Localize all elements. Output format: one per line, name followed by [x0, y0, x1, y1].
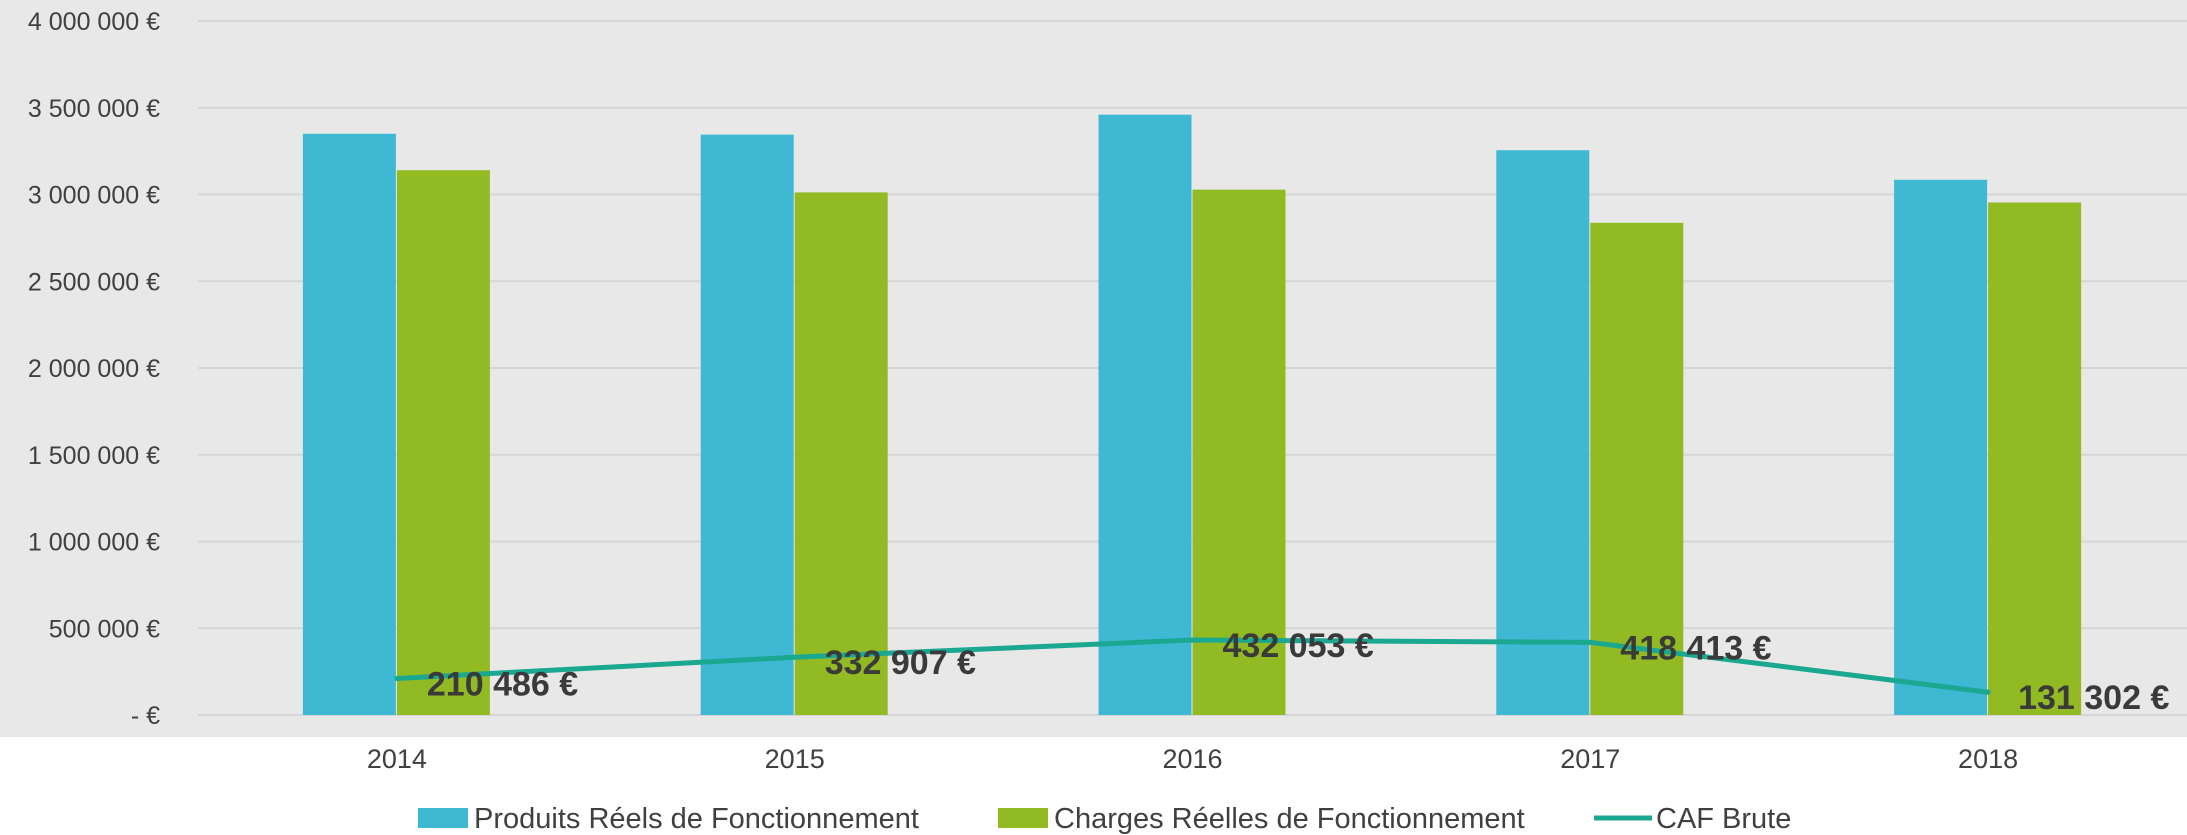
bar-charges-2016 — [1192, 189, 1286, 716]
bar-produits-2016 — [1098, 114, 1192, 715]
y-tick-label-0: - € — [131, 702, 160, 730]
bar-produits-2014 — [302, 133, 396, 715]
legend-label-3: CAF Brute — [1656, 803, 1791, 835]
legend-swatch-2 — [998, 808, 1048, 828]
caf-point-2015 — [792, 654, 798, 660]
caf-data-label-2018: 131 302 € — [2018, 679, 2169, 717]
caf-data-label-2016: 432 053 € — [1223, 627, 1374, 665]
y-tick-label-4: 2 000 000 € — [28, 355, 160, 383]
legend-label-2: Charges Réelles de Fonctionnement — [1054, 803, 1525, 835]
y-tick-label-3: 1 500 000 € — [28, 442, 160, 470]
y-tick-label-5: 2 500 000 € — [28, 268, 160, 296]
data-labels: 210 486 € 332 907 € 432 053 € 418 413 € 131 … — [427, 627, 2170, 717]
y-tick-label-7: 3 500 000 € — [28, 95, 160, 123]
bar-charges-2015 — [794, 192, 888, 716]
legend-item-1: Produits Réels de Fonctionnement — [418, 803, 919, 835]
y-tick-label-8: 4 000 000 € — [28, 8, 160, 36]
x-tick-label-2017: 2017 — [1560, 744, 1620, 774]
legend-item-3: CAF Brute — [1594, 803, 1791, 835]
caf-point-2016 — [1190, 637, 1195, 643]
y-tick-label-1: 500 000 € — [49, 615, 160, 643]
caf-data-label-2014: 210 486 € — [427, 665, 578, 703]
bars — [302, 114, 2082, 716]
x-tick-label-2014: 2014 — [367, 744, 427, 774]
bar-produits-2017 — [1496, 150, 1590, 715]
y-tick-label-6: 3 000 000 € — [28, 182, 160, 210]
bar-charges-2018 — [1988, 202, 2082, 715]
x-tick-label-2016: 2016 — [1162, 744, 1222, 774]
bar-charges-2014 — [396, 170, 490, 715]
legend-swatch-1 — [418, 808, 468, 828]
legend: Produits Réels de Fonctionnement Charges … — [418, 803, 1791, 835]
caf-point-2018 — [1985, 689, 1991, 695]
caf-point-2017 — [1587, 639, 1593, 645]
y-tick-label-2: 1 000 000 € — [28, 529, 160, 557]
legend-item-2: Charges Réelles de Fonctionnement — [998, 803, 1525, 835]
caf-data-label-2015: 332 907 € — [825, 644, 976, 682]
legend-label-1: Produits Réels de Fonctionnement — [474, 803, 919, 835]
x-axis-ticks: 2014 2015 2016 2017 2018 — [367, 744, 2018, 774]
caf-line-group — [394, 637, 1991, 695]
bar-produits-2015 — [700, 134, 794, 715]
y-axis-ticks: - € 500 000 € 1 000 000 € 1 500 000 € 2 000 … — [28, 8, 160, 730]
x-tick-label-2015: 2015 — [765, 744, 825, 774]
caf-point-2014 — [394, 675, 400, 681]
caf-data-label-2017: 418 413 € — [1620, 629, 1771, 667]
bar-produits-2018 — [1894, 179, 1988, 715]
bar-charges-2017 — [1590, 222, 1684, 715]
x-tick-label-2018: 2018 — [1958, 744, 2018, 774]
